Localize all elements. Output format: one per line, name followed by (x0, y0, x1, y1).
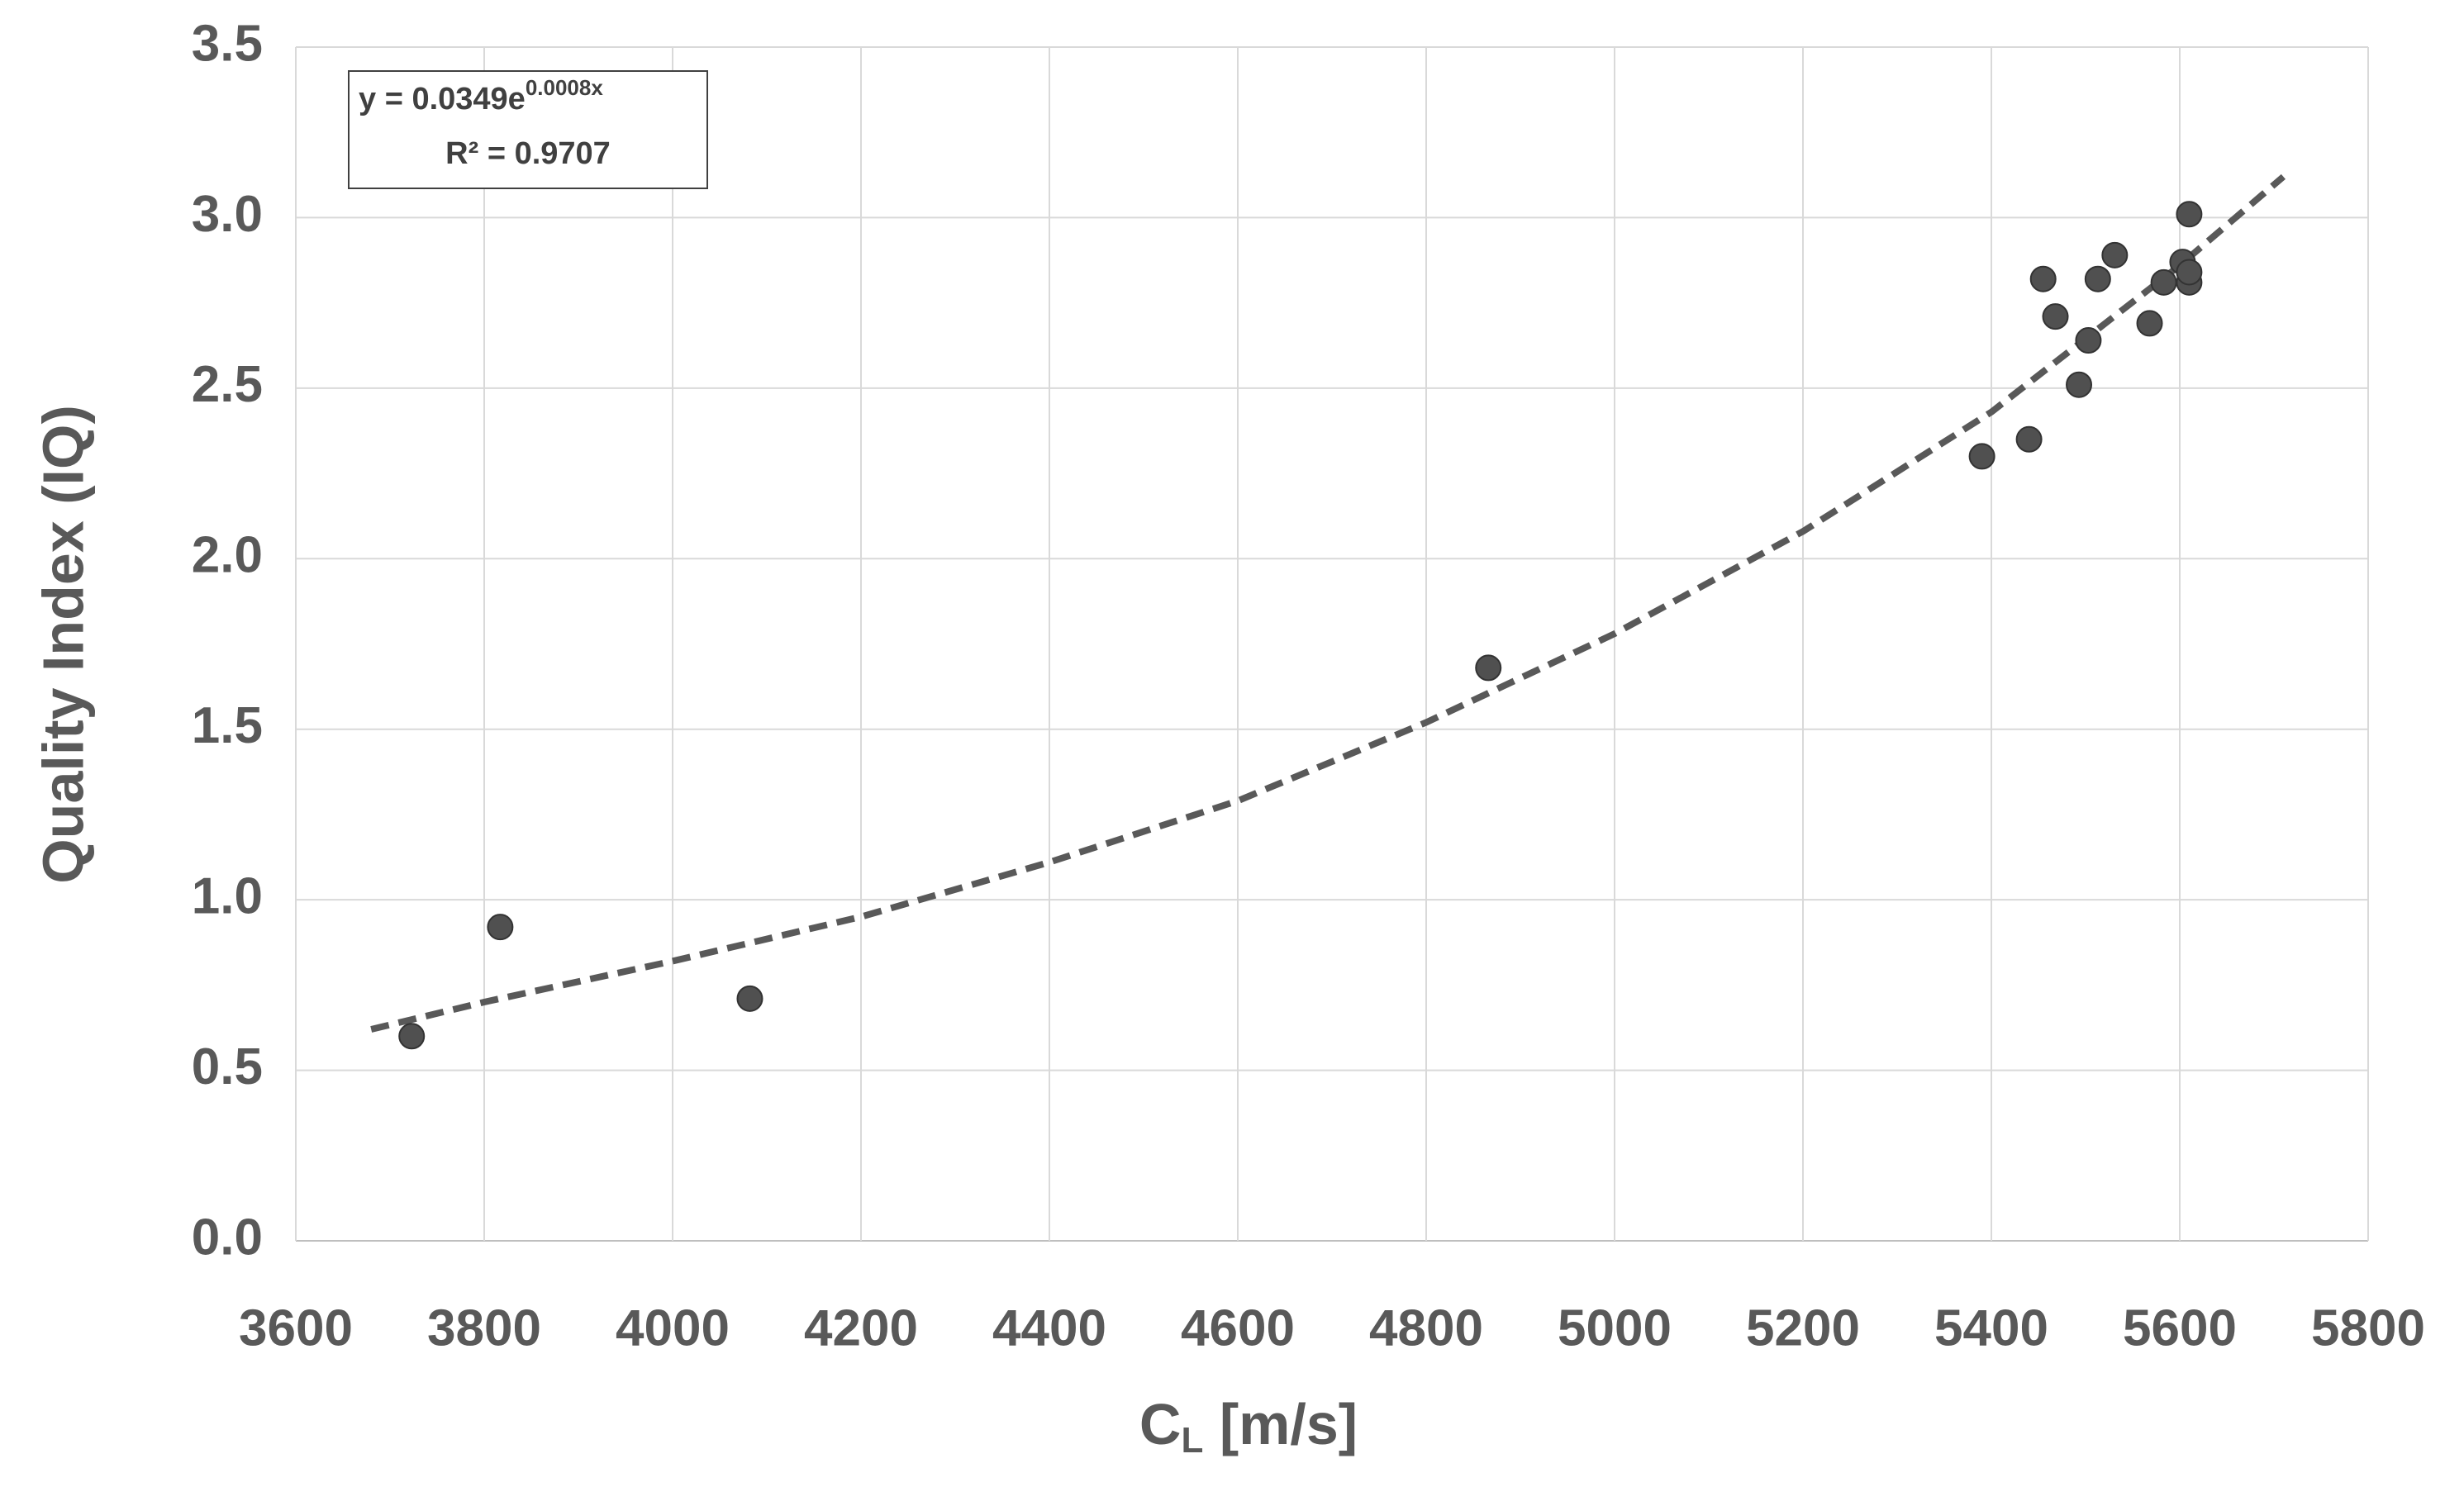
annotation-box: y = 0.0349e0.0008x R² = 0.9707 (348, 70, 708, 189)
x-title-base: C (1139, 1392, 1182, 1456)
point (2101, 241, 2129, 268)
grid: 0.0 0.5 1.0 1.5 2.0 2.5 3.0 3.5 3600 3800 4000 4200… (192, 15, 2425, 1356)
x-tick-label: 4200 (804, 1299, 918, 1356)
r-squared: R² = 0.9707 (445, 136, 611, 171)
point (2042, 303, 2069, 330)
point (1475, 654, 1502, 682)
x-tick-label: 5600 (2123, 1299, 2237, 1356)
x-tick-label: 4600 (1181, 1299, 1295, 1356)
point (1968, 443, 1995, 470)
equation-exponent: 0.0008x (526, 75, 604, 100)
point (2015, 425, 2043, 453)
point (2150, 268, 2177, 296)
point (487, 914, 514, 941)
x-tick-label: 3800 (427, 1299, 541, 1356)
y-tick-label: 2.0 (192, 527, 263, 584)
point (2066, 371, 2093, 398)
y-tick-label: 0.0 (192, 1209, 263, 1266)
y-tick-label: 3.0 (192, 186, 263, 243)
x-tick-label: 5000 (1558, 1299, 1672, 1356)
point (2176, 259, 2203, 286)
point (736, 985, 763, 1012)
point (2084, 265, 2111, 292)
trendline (370, 173, 2286, 1033)
point (2029, 265, 2057, 292)
point (2176, 201, 2203, 228)
y-tick-label: 1.5 (192, 697, 263, 754)
y-tick-label: 2.5 (192, 356, 263, 413)
x-title-subscript: L (1181, 1420, 1203, 1461)
point (398, 1023, 426, 1050)
x-tick-label: 5400 (1934, 1299, 2048, 1356)
y-tick-label: 0.5 (192, 1038, 263, 1095)
x-axis-title: CL [m/s] (1139, 1392, 1358, 1460)
x-tick-label: 4000 (616, 1299, 730, 1356)
plot-area (370, 173, 2286, 1050)
x-tick-label: 5200 (1746, 1299, 1860, 1356)
x-title-suffix: [m/s] (1203, 1392, 1358, 1456)
y-axis-title: Quality Index (IQ) (31, 405, 95, 884)
y-tick-label: 1.0 (192, 868, 263, 925)
annotation-frame (348, 70, 708, 189)
x-tick-label: 5800 (2311, 1299, 2425, 1356)
equation-text: y = 0.0349e (359, 82, 526, 116)
x-tick-label: 4400 (992, 1299, 1106, 1356)
x-tick-label: 3600 (239, 1299, 353, 1356)
y-tick-label: 3.5 (192, 15, 263, 72)
trend-equation: y = 0.0349e0.0008x (359, 75, 603, 116)
point (2136, 310, 2163, 337)
point (2075, 327, 2102, 354)
x-tick-label: 4800 (1369, 1299, 1483, 1356)
